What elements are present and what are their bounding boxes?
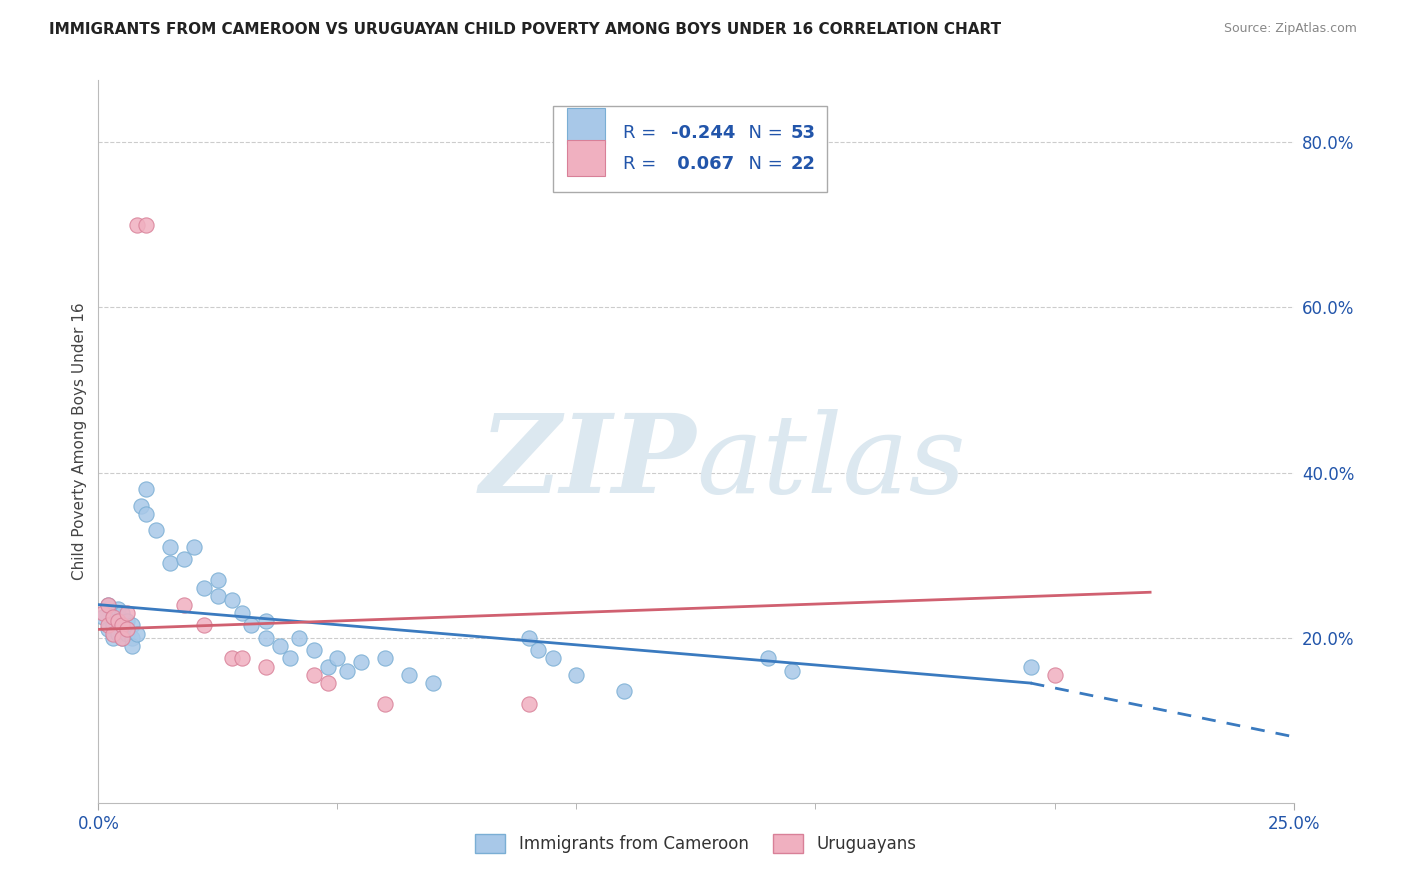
Point	[302, 668, 325, 682]
Point	[159, 557, 181, 571]
Point	[302, 643, 325, 657]
Point	[1043, 668, 1066, 682]
Point	[97, 618, 120, 632]
Point	[374, 697, 396, 711]
FancyBboxPatch shape	[567, 108, 605, 144]
Text: 0.067: 0.067	[671, 154, 734, 173]
Point	[207, 590, 229, 604]
Text: Source: ZipAtlas.com: Source: ZipAtlas.com	[1223, 22, 1357, 36]
Point	[145, 524, 167, 538]
Text: N =: N =	[737, 154, 789, 173]
Point	[780, 664, 803, 678]
Point	[101, 626, 124, 640]
Point	[135, 218, 157, 232]
Text: ZIP: ZIP	[479, 409, 696, 517]
Point	[101, 631, 124, 645]
Point	[115, 626, 138, 640]
Point	[115, 614, 138, 628]
Point	[422, 676, 444, 690]
Point	[173, 552, 195, 566]
Point	[101, 610, 124, 624]
Point	[125, 218, 148, 232]
Point	[111, 618, 134, 632]
Point	[107, 614, 129, 628]
Point	[111, 631, 134, 645]
Point	[101, 618, 124, 632]
Text: 22: 22	[790, 154, 815, 173]
Point	[374, 651, 396, 665]
Point	[336, 664, 359, 678]
Point	[97, 598, 120, 612]
Point	[107, 601, 129, 615]
Point	[541, 651, 564, 665]
Point	[240, 618, 263, 632]
Point	[125, 626, 148, 640]
Text: R =: R =	[623, 154, 662, 173]
Point	[350, 656, 373, 670]
Point	[97, 623, 120, 637]
Point	[115, 606, 138, 620]
Point	[101, 606, 124, 620]
Text: atlas: atlas	[696, 409, 966, 517]
Point	[316, 676, 339, 690]
Point	[111, 606, 134, 620]
Point	[207, 573, 229, 587]
Text: 53: 53	[790, 124, 815, 142]
Point	[173, 598, 195, 612]
Point	[193, 581, 215, 595]
Point	[121, 618, 143, 632]
Point	[121, 631, 143, 645]
Point	[91, 606, 114, 620]
Point	[135, 507, 157, 521]
Point	[565, 668, 588, 682]
Point	[97, 598, 120, 612]
Point	[111, 631, 134, 645]
Point	[398, 668, 420, 682]
Point	[115, 623, 138, 637]
Point	[183, 540, 205, 554]
Point	[135, 482, 157, 496]
Point	[111, 618, 134, 632]
Point	[326, 651, 349, 665]
FancyBboxPatch shape	[567, 139, 605, 176]
Point	[1019, 659, 1042, 673]
Point	[278, 651, 301, 665]
Point	[107, 626, 129, 640]
FancyBboxPatch shape	[553, 105, 827, 193]
Point	[316, 659, 339, 673]
Point	[231, 606, 253, 620]
Point	[254, 614, 277, 628]
Point	[254, 631, 277, 645]
Point	[107, 614, 129, 628]
Point	[91, 610, 114, 624]
Text: R =: R =	[623, 124, 662, 142]
Point	[517, 697, 540, 711]
Point	[121, 639, 143, 653]
Text: IMMIGRANTS FROM CAMEROON VS URUGUAYAN CHILD POVERTY AMONG BOYS UNDER 16 CORRELAT: IMMIGRANTS FROM CAMEROON VS URUGUAYAN CH…	[49, 22, 1001, 37]
Point	[527, 643, 550, 657]
Point	[254, 659, 277, 673]
Point	[221, 593, 243, 607]
Point	[288, 631, 311, 645]
Text: N =: N =	[737, 124, 789, 142]
Text: -0.244: -0.244	[671, 124, 735, 142]
Point	[517, 631, 540, 645]
Y-axis label: Child Poverty Among Boys Under 16: Child Poverty Among Boys Under 16	[72, 302, 87, 581]
Point	[756, 651, 779, 665]
Point	[231, 651, 253, 665]
Point	[159, 540, 181, 554]
Point	[131, 499, 153, 513]
Point	[221, 651, 243, 665]
Point	[269, 639, 291, 653]
Point	[613, 684, 636, 698]
Legend: Immigrants from Cameroon, Uruguayans: Immigrants from Cameroon, Uruguayans	[468, 827, 924, 860]
Point	[193, 618, 215, 632]
